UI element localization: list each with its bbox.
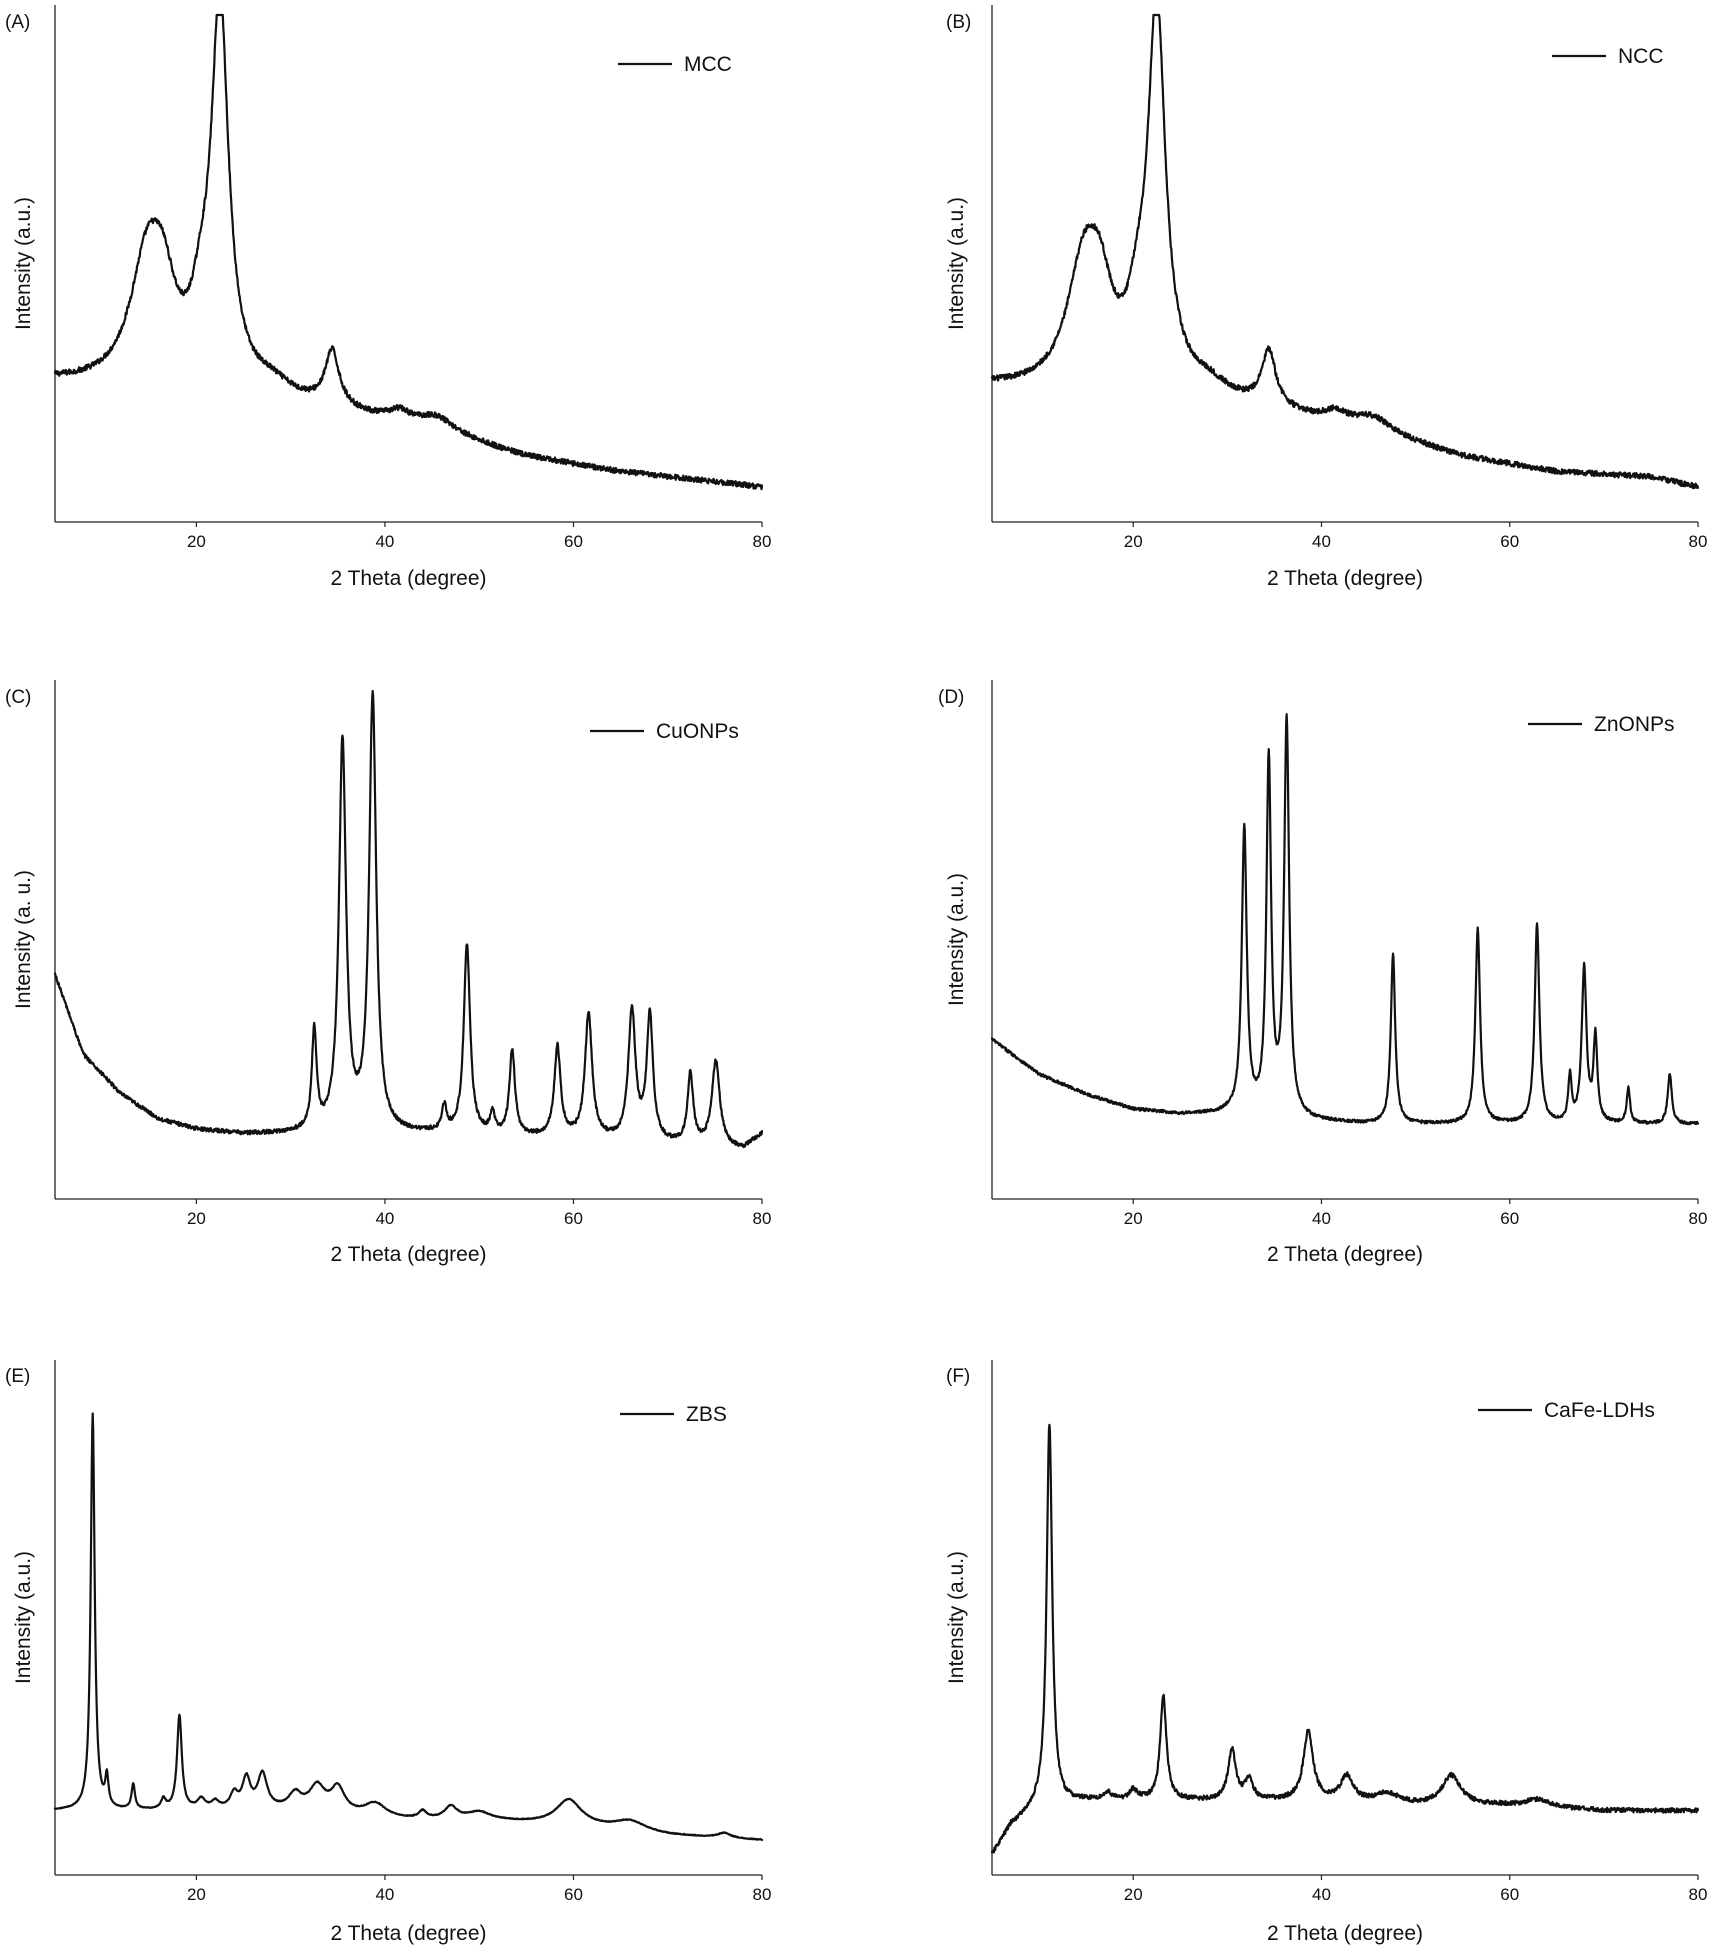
x-tick-label: 60 — [564, 532, 583, 551]
xrd-series-line-zbs — [53, 1412, 764, 1842]
x-tick-label: 20 — [1124, 1885, 1143, 1904]
x-tick-label: 60 — [1500, 1885, 1519, 1904]
x-tick-label: 40 — [1312, 1885, 1331, 1904]
x-tick-label: 40 — [375, 532, 394, 551]
x-tick-label: 80 — [1689, 532, 1708, 551]
chart-panel-4: (E) 20 40 60 80 2 Theta (degree) Intensity (a.… — [5, 1360, 771, 1945]
xrd-series-line-cafe-ldhs — [990, 1423, 1700, 1854]
x-tick-label: 60 — [564, 1885, 583, 1904]
x-axis-title: 2 Theta (degree) — [1267, 567, 1423, 590]
panel-letter: (A) — [5, 12, 30, 33]
x-axis-title: 2 Theta (degree) — [1267, 1243, 1423, 1266]
panel-letter: (E) — [5, 1366, 30, 1387]
y-axis-title: Intensity (a.u.) — [945, 873, 968, 1006]
panel-letter: (D) — [938, 687, 964, 708]
y-axis-title: Intensity (a.u.) — [12, 1551, 35, 1684]
legend-label: ZnONPs — [1594, 713, 1675, 736]
legend-label: NCC — [1618, 45, 1664, 68]
panel-letter: (F) — [946, 1366, 970, 1387]
panel-letter: (C) — [5, 687, 31, 708]
chart-panel-0: (A) 20 40 60 80 2 Theta (degree) Intensity (a.… — [5, 5, 771, 590]
x-tick-label: 60 — [1500, 532, 1519, 551]
x-tick-label: 20 — [187, 1885, 206, 1904]
xrd-series-line-znonps — [990, 713, 1700, 1126]
x-tick-label: 60 — [1500, 1209, 1519, 1228]
chart-panel-1: (B) 20 40 60 80 2 Theta (degree) Intensity (a.… — [945, 5, 1707, 590]
legend-label: ZBS — [686, 1403, 727, 1426]
chart-panel-2: (C) 20 40 60 80 2 Theta (degree) Intensity (a.… — [5, 680, 771, 1266]
xrd-series-line-mcc — [53, 13, 764, 491]
x-tick-label: 20 — [187, 532, 206, 551]
y-axis-title: Intensity (a.u.) — [945, 1551, 968, 1684]
y-axis-title: Intensity (a. u.) — [12, 870, 35, 1009]
x-tick-label: 20 — [1124, 532, 1143, 551]
legend-label: CaFe-LDHs — [1544, 1399, 1655, 1422]
x-tick-label: 20 — [1124, 1209, 1143, 1228]
x-tick-label: 80 — [753, 1209, 772, 1228]
x-axis-title: 2 Theta (degree) — [1267, 1922, 1423, 1945]
x-tick-label: 80 — [753, 1885, 772, 1904]
x-tick-label: 40 — [375, 1885, 394, 1904]
legend-label: MCC — [684, 53, 732, 76]
panel-letter: (B) — [946, 12, 971, 33]
x-tick-label: 40 — [1312, 532, 1331, 551]
x-axis-title: 2 Theta (degree) — [330, 567, 486, 590]
x-tick-label: 40 — [375, 1209, 394, 1228]
xrd-series-line-ncc — [990, 13, 1700, 490]
x-tick-label: 80 — [753, 532, 772, 551]
x-tick-label: 40 — [1312, 1209, 1331, 1228]
legend-label: CuONPs — [656, 720, 739, 743]
x-tick-label: 20 — [187, 1209, 206, 1228]
xrd-series-line-cuonps — [53, 689, 764, 1149]
x-tick-label: 80 — [1689, 1209, 1708, 1228]
x-tick-label: 80 — [1689, 1885, 1708, 1904]
x-axis-title: 2 Theta (degree) — [330, 1922, 486, 1945]
x-tick-label: 60 — [564, 1209, 583, 1228]
y-axis-title: Intensity (a.u.) — [945, 197, 968, 330]
chart-panel-5: (F) 20 40 60 80 2 Theta (degree) Intensity (a.… — [945, 1360, 1707, 1945]
y-axis-title: Intensity (a.u.) — [12, 197, 35, 330]
x-axis-title: 2 Theta (degree) — [330, 1243, 486, 1266]
chart-panel-3: (D) 20 40 60 80 2 Theta (degree) Intensity (a.… — [938, 680, 1707, 1266]
